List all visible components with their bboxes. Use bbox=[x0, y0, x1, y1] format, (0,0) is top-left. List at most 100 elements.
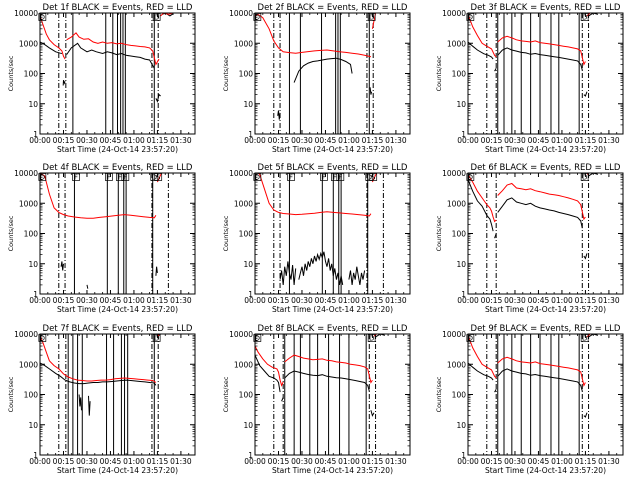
x-tick-label: 00:45 bbox=[100, 296, 122, 305]
lld-series-line bbox=[284, 354, 373, 384]
events-series-line bbox=[583, 412, 588, 418]
x-tick-label: 00:30 bbox=[76, 136, 98, 145]
y-tick-label: 10 bbox=[243, 421, 253, 430]
y-axis-label: Counts/sec bbox=[7, 55, 15, 91]
y-tick-label: 10000 bbox=[229, 169, 253, 178]
y-tick-label: 100 bbox=[239, 70, 254, 79]
x-tick-label: 00:15 bbox=[481, 136, 503, 145]
events-series-line bbox=[370, 410, 375, 417]
plot-frame bbox=[467, 12, 624, 135]
lld-series-line bbox=[586, 13, 597, 17]
y-tick-label: 1000 bbox=[19, 39, 38, 48]
lld-series-line bbox=[255, 345, 284, 387]
x-tick-label: 01:00 bbox=[338, 296, 360, 305]
marker-label: F bbox=[333, 174, 337, 182]
x-tick-label: 01:15 bbox=[575, 136, 597, 145]
events-series-line bbox=[62, 80, 66, 86]
x-tick-label: 01:30 bbox=[385, 296, 407, 305]
y-tick-label: 1 bbox=[33, 130, 38, 139]
x-tick-label: 01:00 bbox=[338, 136, 360, 145]
x-axis-label: Start Time (24-Oct-14 23:57:20) bbox=[272, 305, 393, 314]
events-series-line bbox=[468, 41, 494, 60]
x-tick-label: 01:15 bbox=[147, 296, 169, 305]
marker-label: D bbox=[582, 335, 587, 343]
y-tick-label: 10000 bbox=[229, 9, 253, 18]
y-tick-label: 1000 bbox=[447, 39, 466, 48]
x-tick-label: 00:00 bbox=[457, 136, 479, 145]
y-tick-label: 1 bbox=[33, 290, 38, 299]
x-tick-label: 01:30 bbox=[598, 457, 620, 466]
y-tick-label: 10 bbox=[28, 100, 38, 109]
y-tick-label: 1000 bbox=[447, 199, 466, 208]
x-tick-label: 00:00 bbox=[244, 457, 266, 466]
y-tick-label: 1000 bbox=[19, 360, 38, 369]
y-axis-label: Counts/sec bbox=[7, 376, 15, 412]
y-tick-label: 100 bbox=[24, 70, 39, 79]
y-tick-label: 1 bbox=[248, 451, 253, 460]
events-series-line bbox=[494, 388, 497, 393]
x-tick-label: 01:00 bbox=[551, 136, 573, 145]
marker-label: D bbox=[582, 14, 587, 22]
y-tick-label: 100 bbox=[24, 230, 39, 239]
x-axis-label: Start Time (24-Oct-14 23:57:20) bbox=[485, 305, 606, 314]
marker-label: S bbox=[371, 174, 376, 182]
events-series-line bbox=[155, 93, 161, 103]
x-tick-label: 01:00 bbox=[123, 136, 145, 145]
x-tick-label: 01:00 bbox=[338, 457, 360, 466]
x-tick-label: 00:45 bbox=[315, 457, 337, 466]
x-tick-label: 01:00 bbox=[551, 296, 573, 305]
lld-series-line bbox=[257, 173, 372, 217]
y-tick-label: 10 bbox=[456, 421, 466, 430]
marker-label: F bbox=[74, 174, 78, 182]
marker-label: D bbox=[154, 335, 159, 343]
y-tick-label: 10000 bbox=[442, 9, 466, 18]
y-tick-label: 1000 bbox=[234, 199, 253, 208]
x-axis-label: Start Time (24-Oct-14 23:57:20) bbox=[485, 145, 606, 154]
y-tick-label: 1 bbox=[461, 130, 466, 139]
events-series-line bbox=[40, 362, 157, 386]
lld-series-line bbox=[40, 173, 157, 219]
y-tick-label: 10 bbox=[456, 260, 466, 269]
x-tick-label: 00:45 bbox=[315, 296, 337, 305]
y-axis-label: Counts/sec bbox=[222, 55, 230, 91]
events-series-line bbox=[293, 57, 353, 83]
y-tick-label: 1000 bbox=[234, 360, 253, 369]
events-series-line bbox=[78, 394, 82, 411]
events-series-line bbox=[583, 253, 588, 260]
y-tick-label: 1 bbox=[248, 130, 253, 139]
y-tick-label: 10000 bbox=[14, 330, 38, 339]
lld-series-line bbox=[371, 173, 384, 183]
lld-series-line bbox=[371, 13, 377, 29]
lld-series-line bbox=[156, 173, 169, 183]
events-series-line bbox=[279, 261, 297, 285]
x-tick-label: 00:45 bbox=[100, 457, 122, 466]
panel-title: Det 3f BLACK = Events, RED = LLD bbox=[471, 3, 621, 13]
y-tick-label: 10000 bbox=[14, 9, 38, 18]
x-tick-label: 00:30 bbox=[504, 296, 526, 305]
panel-title: Det 9f BLACK = Events, RED = LLD bbox=[471, 324, 621, 334]
x-tick-label: 01:30 bbox=[170, 136, 192, 145]
marker-label: F bbox=[289, 174, 293, 182]
events-series-line bbox=[497, 47, 583, 71]
y-tick-label: 10 bbox=[28, 421, 38, 430]
panel-title: Det 5f BLACK = Events, RED = LLD bbox=[258, 163, 408, 173]
x-tick-label: 00:30 bbox=[504, 457, 526, 466]
x-tick-label: 00:00 bbox=[457, 296, 479, 305]
x-tick-label: 00:15 bbox=[53, 136, 75, 145]
y-tick-label: 100 bbox=[239, 391, 254, 400]
x-tick-label: 00:45 bbox=[528, 136, 550, 145]
marker-label: S bbox=[156, 174, 161, 182]
marker-label: D bbox=[152, 174, 157, 182]
y-axis-label: Counts/sec bbox=[222, 376, 230, 412]
plot-frame bbox=[39, 333, 196, 456]
x-axis-label: Start Time (24-Oct-14 23:57:20) bbox=[57, 305, 178, 314]
lld-series-line bbox=[468, 14, 497, 58]
y-axis-label: Counts/sec bbox=[435, 376, 443, 412]
panel-title: Det 1f BLACK = Events, RED = LLD bbox=[43, 3, 193, 13]
